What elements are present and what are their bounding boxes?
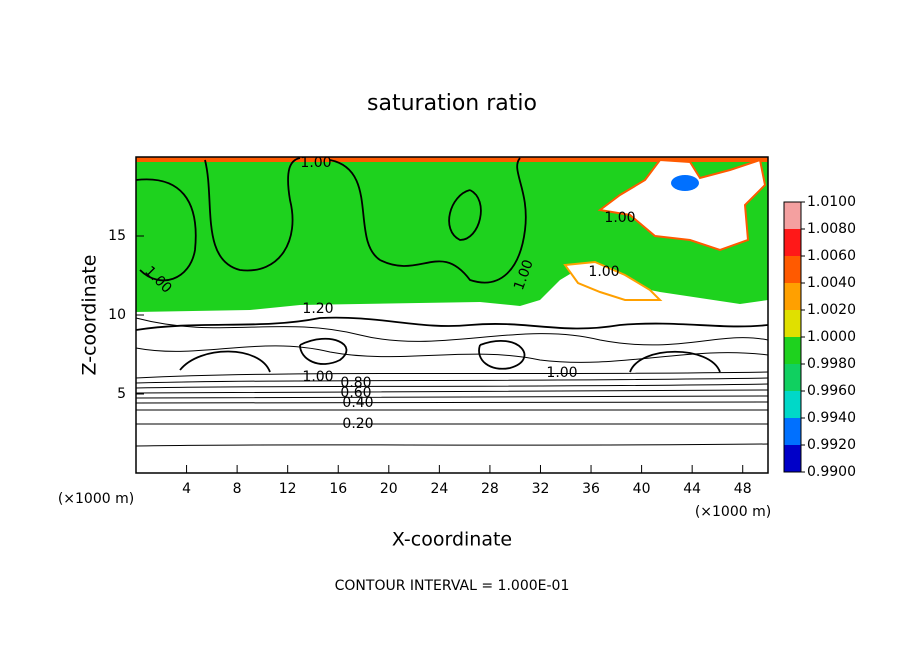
y-axis-label: Z-coordinate <box>79 255 101 376</box>
x-tick-label: 48 <box>734 481 752 497</box>
contour-label: 0.20 <box>342 416 373 432</box>
contour-label: 1.00 <box>302 369 333 385</box>
x-tick-label: 16 <box>329 481 347 497</box>
field-white <box>563 260 663 301</box>
contour-line <box>135 371 769 447</box>
x-unit: (×1000 m) <box>695 504 771 520</box>
colorbar-label: 0.9980 <box>807 356 856 372</box>
x-tick-label: 40 <box>633 481 651 497</box>
colorbar-label: 1.0100 <box>807 194 856 210</box>
y-tick-label: 5 <box>117 386 126 402</box>
x-tick-label: 44 <box>683 481 701 497</box>
x-tick-label: 24 <box>430 481 448 497</box>
x-axis-label: X-coordinate <box>392 529 512 551</box>
colorbar-label: 0.9960 <box>807 383 856 399</box>
contour-label: 1.20 <box>302 301 333 317</box>
colorbar-segment <box>784 310 801 337</box>
colorbar-segment <box>784 364 801 391</box>
x-tick-label: 28 <box>481 481 499 497</box>
colorbar-segment <box>784 337 801 364</box>
colorbar-segment <box>784 202 801 229</box>
field-blue <box>671 175 699 191</box>
contour-label: 1.00 <box>588 264 619 280</box>
contour-label: 1.00 <box>546 365 577 381</box>
contour-label: 0.80 <box>340 375 371 391</box>
colorbar-label: 1.0060 <box>807 248 856 264</box>
colorbar-label: 0.9920 <box>807 437 856 453</box>
y-tick-label: 10 <box>108 307 126 323</box>
x-tick-label: 12 <box>279 481 297 497</box>
colorbar-segment <box>784 391 801 418</box>
colorbar-label: 0.9940 <box>807 410 856 426</box>
field-edge <box>136 157 768 162</box>
x-tick-label: 20 <box>380 481 398 497</box>
y-tick-label: 15 <box>108 228 126 244</box>
colorbar-segment <box>784 229 801 256</box>
contour-label: 0.60 <box>340 385 371 401</box>
x-tick-label: 4 <box>182 481 191 497</box>
colorbar-label: 1.0080 <box>807 221 856 237</box>
contour-label: 0.40 <box>342 395 373 411</box>
contour-label: 1.00 <box>300 155 331 171</box>
contour-line <box>135 317 769 363</box>
colorbar-label: 1.0020 <box>807 302 856 318</box>
x-tick-label: 36 <box>582 481 600 497</box>
colorbar-segment <box>784 283 801 310</box>
colorbar-segment <box>784 445 801 472</box>
colorbar-segment <box>784 418 801 445</box>
x-tick-label: 32 <box>532 481 550 497</box>
contour-line <box>135 316 769 373</box>
footer: CONTOUR INTERVAL = 1.000E-01 <box>335 578 570 594</box>
field-white <box>597 158 767 252</box>
contour-line <box>135 157 527 284</box>
colorbar-label: 1.0000 <box>807 329 856 345</box>
chart-title: saturation ratio <box>367 91 537 116</box>
x-tick-label: 8 <box>233 481 242 497</box>
colorbar-label: 0.9900 <box>807 464 856 480</box>
contour-label: 1.00 <box>604 210 635 226</box>
colorbar-segment <box>784 256 801 283</box>
x-unit: (×1000 m) <box>58 491 134 507</box>
colorbar-label: 1.0040 <box>807 275 856 291</box>
